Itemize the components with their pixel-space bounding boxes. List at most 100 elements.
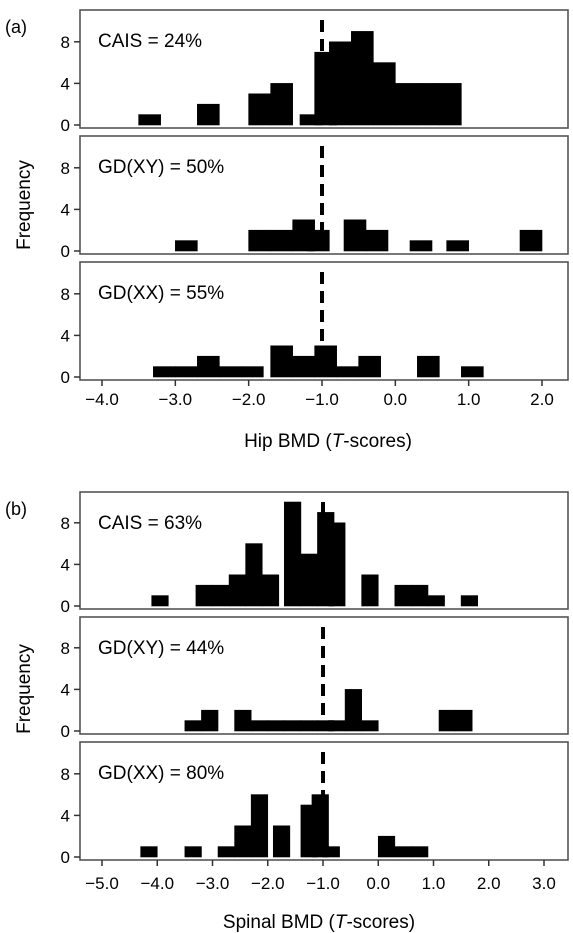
histogram-bar <box>307 229 330 252</box>
histogram-bar <box>328 720 346 732</box>
group-annotation: GD(XX) = 55% <box>98 283 224 304</box>
histogram-bar <box>228 574 246 607</box>
y-tick-label: 8 <box>61 765 70 784</box>
histogram-bar <box>446 240 469 252</box>
histogram-bar <box>411 846 429 858</box>
y-tick-label: 0 <box>61 242 70 261</box>
histogram-bar <box>461 366 484 378</box>
x-tick-label: 2.0 <box>477 874 501 893</box>
histogram-bar <box>455 709 473 732</box>
y-tick-label: 4 <box>61 74 70 93</box>
histogram-bar <box>292 355 315 378</box>
histogram-bar <box>365 229 389 252</box>
y-tick-label: 0 <box>61 597 70 616</box>
histogram-bar <box>219 366 242 378</box>
y-tick-label: 8 <box>61 514 70 533</box>
histogram-bar <box>272 825 291 858</box>
histogram-bar <box>377 835 396 858</box>
panel-b-x-axis-label: Spinal BMD (T-scores) <box>223 912 415 933</box>
histogram-bar <box>409 240 433 252</box>
histogram-bar <box>358 355 381 378</box>
histogram-bar <box>300 720 318 732</box>
y-tick-label: 0 <box>61 722 70 741</box>
subplot-frame <box>79 741 569 861</box>
y-tick-label: 0 <box>61 848 70 867</box>
subplot-layer: 0 4 8 CAIS = 24% 0 4 8 GD(XY) = 50% 0 4 8 GD(XX) = … <box>61 9 569 893</box>
x-tick-label: 3.0 <box>532 874 556 893</box>
histogram-bar <box>417 355 440 378</box>
y-tick-label: 4 <box>61 555 70 574</box>
histogram-bar <box>284 501 302 607</box>
histogram-bar <box>427 595 445 607</box>
histogram-bar <box>322 846 340 858</box>
histogram-bar <box>184 846 202 858</box>
histogram-bar <box>361 720 379 732</box>
histogram-bar <box>351 31 374 126</box>
histogram-bar <box>314 345 337 378</box>
histogram-bar <box>343 219 367 252</box>
histogram-bar <box>270 83 293 126</box>
panel-a-y-axis-label: Frequency <box>14 160 35 250</box>
histogram-bar <box>153 366 176 378</box>
x-tick-label: −1.0 <box>306 874 340 893</box>
histogram-bar <box>270 229 293 252</box>
histogram-bar <box>184 720 202 732</box>
histogram-bar <box>175 240 198 252</box>
subplot-frame <box>79 491 569 610</box>
histogram-bar <box>394 846 412 858</box>
y-tick-label: 4 <box>61 806 70 825</box>
y-tick-label: 4 <box>61 680 70 699</box>
x-tick-label: 1.0 <box>422 874 446 893</box>
histogram-bar <box>361 574 379 607</box>
histogram-bar <box>438 709 456 732</box>
histogram-bar <box>300 553 318 607</box>
histogram-bar <box>395 83 418 126</box>
histogram-bar <box>328 522 346 607</box>
panel-b-label: (b) <box>5 499 27 519</box>
subplot-frame <box>79 135 569 255</box>
group-annotation: CAIS = 24% <box>98 31 202 52</box>
histogram-bar <box>248 229 271 252</box>
y-tick-label: 4 <box>61 200 70 219</box>
histogram-bar <box>250 720 269 732</box>
x-tick-label: −4.0 <box>85 390 119 409</box>
panel-b-plots: 0 4 8 CAIS = 63% 0 4 8 GD(XY) = 44% 0 4 8 GD(XX) = … <box>61 491 569 893</box>
histogram-bar <box>411 584 429 607</box>
x-tick-label: −1.0 <box>305 390 339 409</box>
x-tick-label: −2.0 <box>251 874 285 893</box>
histogram-bar <box>138 114 161 126</box>
histogram-bar <box>329 41 352 126</box>
y-tick-label: 8 <box>61 639 70 658</box>
histogram-bar <box>394 584 412 607</box>
histogram-bar <box>175 366 198 378</box>
subplot-cais: 0 4 8 CAIS = 63% <box>61 491 569 616</box>
histogram-bar <box>284 720 302 732</box>
y-tick-label: 8 <box>61 285 70 304</box>
histogram-bar <box>197 355 220 378</box>
group-annotation: GD(XY) = 50% <box>98 157 224 178</box>
x-tick-label: 2.0 <box>530 390 554 409</box>
x-tick-label: −4.0 <box>140 874 174 893</box>
subplot-frame <box>79 616 569 735</box>
histogram-bar <box>417 83 440 126</box>
histogram-bar <box>460 595 479 607</box>
subplot-frame <box>79 261 569 381</box>
subplot-gd-xx: 0 4 8 GD(XX) = 55% <box>61 261 569 387</box>
panel-a-plots: 0 4 8 CAIS = 24% 0 4 8 GD(XY) = 50% 0 4 8 GD(XX) = … <box>61 9 569 409</box>
group-annotation: GD(XX) = 80% <box>98 763 224 784</box>
histogram-bar <box>336 366 359 378</box>
subplot-gd-xy: 0 4 8 GD(XY) = 44% <box>61 616 569 741</box>
histogram-bar <box>245 543 263 607</box>
histogram-bar <box>373 62 396 126</box>
subplot-cais: 0 4 8 CAIS = 24% <box>61 9 569 135</box>
subplot-frame <box>79 9 569 129</box>
panel-a-label: (a) <box>5 17 27 37</box>
x-tick-label: −3.0 <box>159 390 193 409</box>
histogram-bar <box>151 595 169 607</box>
histogram-bar <box>267 720 285 732</box>
histogram-bar <box>217 846 235 858</box>
x-tick-label: −3.0 <box>196 874 230 893</box>
x-tick-label: −2.0 <box>232 390 266 409</box>
histogram-bar <box>270 345 293 378</box>
